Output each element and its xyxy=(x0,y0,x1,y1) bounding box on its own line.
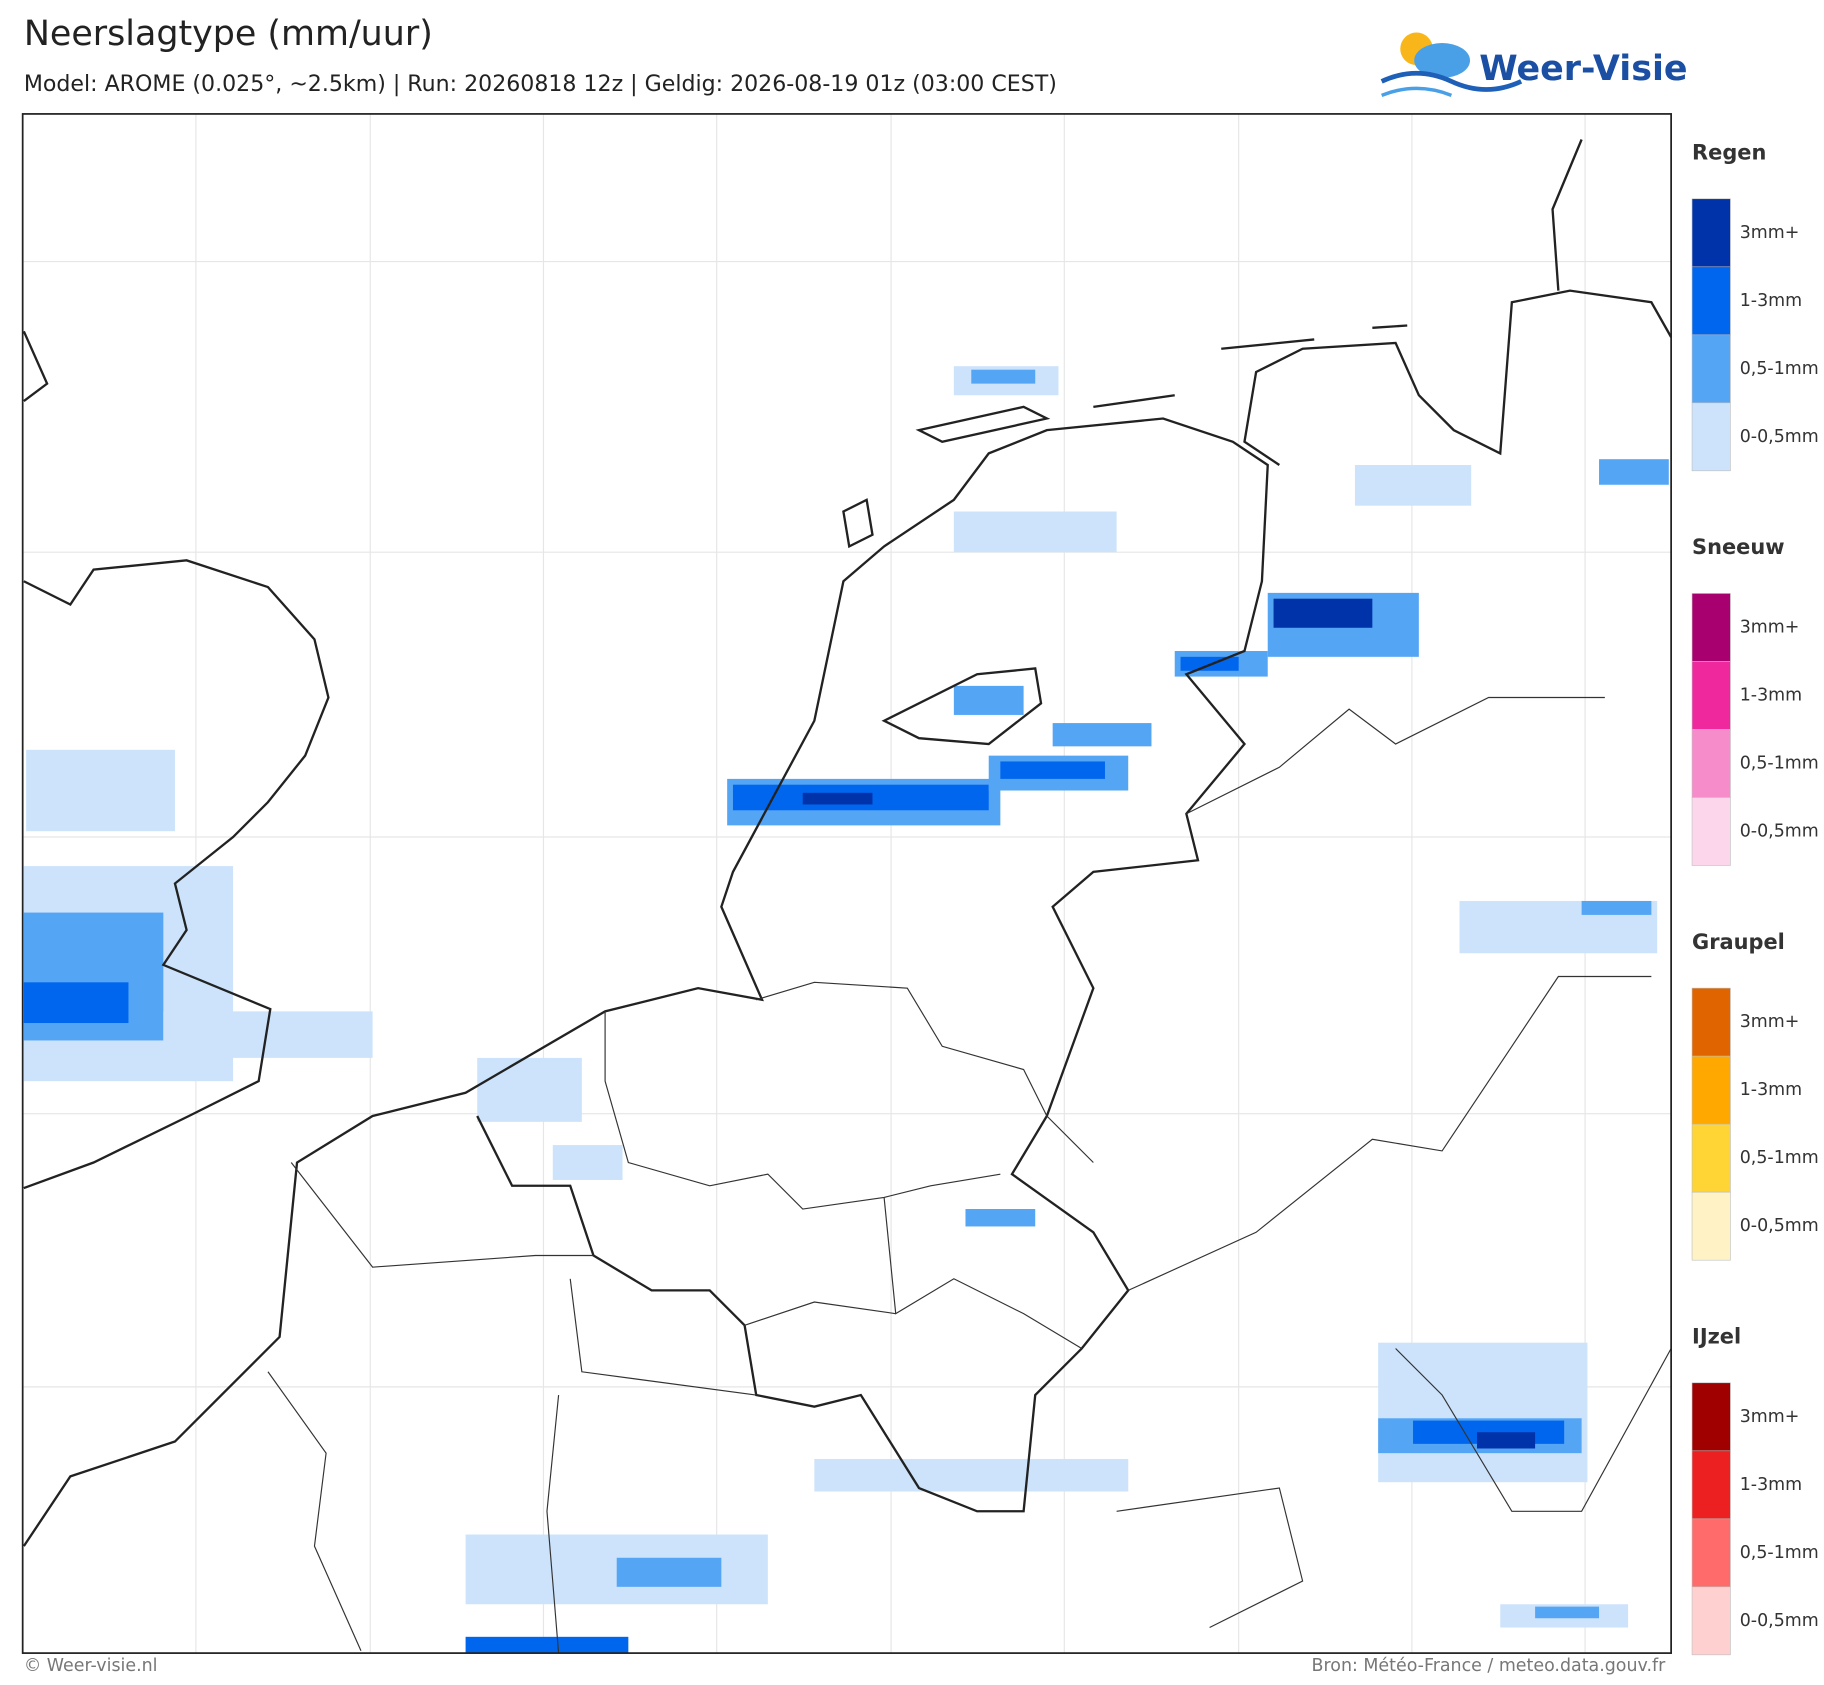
logo: Weer-Visie xyxy=(1380,32,1688,97)
legend-swatch xyxy=(1691,1191,1731,1261)
legend-label: 0,5-1mm xyxy=(1740,753,1819,773)
legend-swatch xyxy=(1691,987,1731,1057)
legend-label: 1-3mm xyxy=(1740,1475,1802,1495)
legend-label: 0-0,5mm xyxy=(1740,821,1819,841)
legend-swatch xyxy=(1691,402,1731,472)
legend-title: Graupel xyxy=(1692,930,1785,954)
legend-swatch xyxy=(1691,334,1731,404)
legend-swatch xyxy=(1691,593,1731,662)
legend-label: 1-3mm xyxy=(1740,1080,1802,1100)
legend-title: Regen xyxy=(1692,140,1766,164)
legend-label: 3mm+ xyxy=(1740,223,1800,243)
legend-label: 0-0,5mm xyxy=(1740,1611,1819,1631)
legend-swatch xyxy=(1691,266,1731,336)
legend-swatch xyxy=(1691,198,1731,268)
legend-swatch xyxy=(1691,1382,1731,1452)
legend-swatch xyxy=(1691,1055,1731,1125)
footer-left: © Weer-visie.nl xyxy=(24,1656,158,1676)
legend-label: 0,5-1mm xyxy=(1740,1148,1819,1168)
legend-swatch xyxy=(1691,729,1731,798)
legend-label: 0-0,5mm xyxy=(1740,1216,1819,1236)
subtitle: Model: AROME (0.025°, ~2.5km) | Run: 202… xyxy=(24,72,1057,97)
legend-label: 3mm+ xyxy=(1740,1407,1800,1427)
legend-swatch xyxy=(1691,661,1731,730)
precipitation xyxy=(23,366,1669,1654)
title: Neerslagtype (mm/uur) xyxy=(24,14,433,54)
legend-label: 3mm+ xyxy=(1740,1012,1800,1032)
legend-swatch xyxy=(1691,1586,1731,1656)
legend-label: 0,5-1mm xyxy=(1740,359,1819,379)
legend: Regen 3mm+ 1-3mm 0,5-1mm 0-0,5mm Sneeuw 3mm+ 1-… xyxy=(1691,140,1819,1656)
legend-label: 0-0,5mm xyxy=(1740,427,1819,447)
legend-swatch xyxy=(1691,797,1731,866)
legend-label: 3mm+ xyxy=(1740,617,1800,637)
legend-title: Sneeuw xyxy=(1692,535,1785,559)
legend-title: IJzel xyxy=(1692,1324,1741,1348)
legend-label: 1-3mm xyxy=(1740,685,1802,705)
legend-swatch xyxy=(1691,1450,1731,1520)
logo-text: Weer-Visie xyxy=(1479,49,1687,89)
legend-label: 1-3mm xyxy=(1740,291,1802,311)
legend-swatch xyxy=(1691,1123,1731,1193)
footer-right: Bron: Météo-France / meteo.data.gouv.fr xyxy=(1312,1656,1667,1676)
map xyxy=(21,113,1673,1654)
legend-label: 0,5-1mm xyxy=(1740,1543,1819,1563)
legend-swatch xyxy=(1691,1518,1731,1588)
